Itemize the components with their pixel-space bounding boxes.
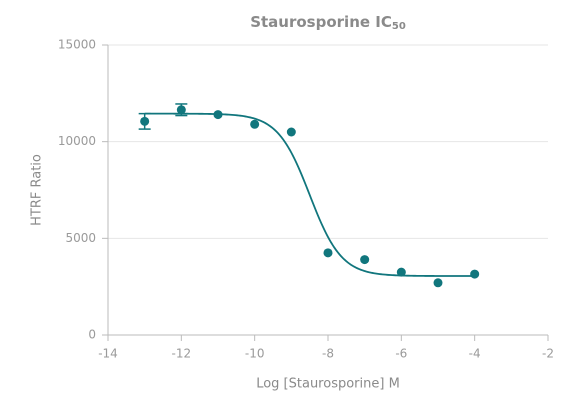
data-point <box>433 278 443 288</box>
data-point <box>176 105 186 115</box>
y-tick-label: 0 <box>88 328 96 342</box>
x-tick-label: -6 <box>395 347 407 361</box>
title-subscript: 50 <box>392 21 406 32</box>
data-point <box>360 255 370 265</box>
data-point <box>250 119 260 129</box>
x-tick-label: -8 <box>322 347 334 361</box>
x-tick-label: -4 <box>469 347 481 361</box>
x-tick-label: -14 <box>98 347 118 361</box>
x-tick-label: -12 <box>172 347 192 361</box>
y-tick-label: 5000 <box>65 231 96 245</box>
data-point <box>470 269 480 279</box>
data-point <box>286 127 296 137</box>
y-tick-label: 10000 <box>58 134 96 148</box>
y-axis-label: HTRF Ratio <box>30 154 45 226</box>
y-tick-label: 15000 <box>58 38 96 52</box>
data-point <box>396 267 406 277</box>
title-text: Staurosporine IC <box>250 13 392 31</box>
data-point <box>213 110 223 120</box>
x-tick-label: -2 <box>542 347 554 361</box>
fit-curve <box>144 112 475 277</box>
data-point <box>323 248 333 258</box>
data-point <box>140 116 150 126</box>
x-tick-label: -10 <box>245 347 265 361</box>
chart-title: Staurosporine IC50 <box>250 13 406 33</box>
x-axis-label: Log [Staurosporine] M <box>256 377 400 392</box>
